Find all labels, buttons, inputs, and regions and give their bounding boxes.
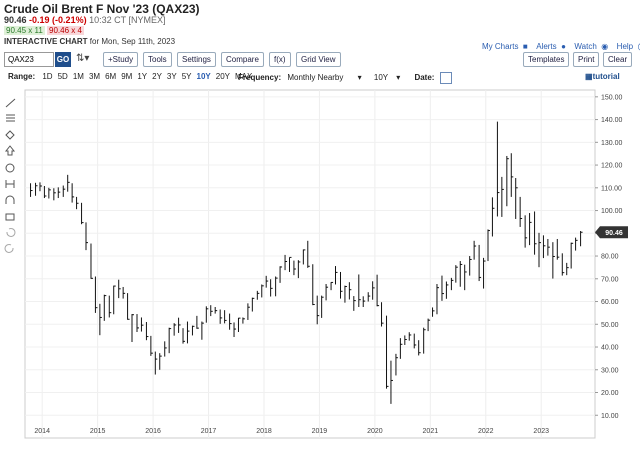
last-price-label: 90.46 <box>605 230 623 237</box>
toolbar-button[interactable]: Compare <box>221 52 264 67</box>
tool-shape[interactable] <box>5 130 15 140</box>
range-option[interactable]: 10Y <box>196 72 211 81</box>
range-option[interactable]: MAX <box>234 72 253 81</box>
plot-area <box>24 89 596 439</box>
tutorial-icon: ▦ <box>585 72 593 81</box>
top-links: My Charts ■ Alerts ● Watch ◉ Help ◯ <box>482 36 640 54</box>
period-select[interactable]: 10Y <box>373 73 388 83</box>
range-option[interactable]: 5Y <box>181 72 192 81</box>
y-tick-label: 130.00 <box>601 140 623 147</box>
x-tick-label: 2017 <box>201 428 217 435</box>
range-option[interactable]: 6M <box>105 72 117 81</box>
toolbar-button[interactable]: +Study <box>103 52 139 67</box>
toolbar-button[interactable]: Tools <box>143 52 172 67</box>
toolbar-button[interactable]: Grid View <box>296 52 341 67</box>
link-icon: ◯ <box>638 42 640 51</box>
toolbar-button[interactable]: Clear <box>603 52 633 67</box>
toolbar-button[interactable]: f(x) <box>269 52 291 67</box>
tool-redo[interactable] <box>4 244 14 253</box>
y-tick-label: 80.00 <box>601 254 619 261</box>
x-tick-label: 2023 <box>533 428 549 435</box>
range-option[interactable]: 20Y <box>215 72 230 81</box>
dropdown-caret: ▾ <box>357 73 362 83</box>
y-tick-label: 60.00 <box>601 299 619 306</box>
tool-magnet[interactable] <box>5 195 15 204</box>
x-tick-label: 2019 <box>312 428 328 435</box>
symbol-input[interactable]: QAX23 <box>4 52 54 67</box>
quote-title: Crude Oil Brent F Nov '23 (QAX23) <box>4 2 200 16</box>
x-tick-label: 2022 <box>478 428 494 435</box>
y-tick-label: 100.00 <box>601 208 623 215</box>
y-tick-label: 70.00 <box>601 276 619 283</box>
frequency: Frequency: Monthly Nearby ▾ 10Y ▾ Date: <box>238 72 452 84</box>
y-tick-label: 110.00 <box>601 185 622 192</box>
frequency-label: Frequency: <box>238 73 282 83</box>
link-icon: ◉ <box>601 42 609 51</box>
chart-date: for Mon, Sep 11th, 2023 <box>89 37 176 46</box>
range-label: Range: <box>8 72 36 81</box>
y-tick-label: 30.00 <box>601 367 619 374</box>
quote-line: 90.46 -0.19 (-0.21%) 10:32 CT [NYMEX] <box>4 15 165 25</box>
compare-icon[interactable]: ⇅▾ <box>76 53 90 64</box>
chart-heading: INTERACTIVE CHART for Mon, Sep 11th, 202… <box>4 37 175 46</box>
y-tick-label: 140.00 <box>601 117 623 124</box>
price-change: -0.19 (-0.21%) <box>29 15 87 25</box>
drawing-tools <box>4 98 16 253</box>
x-tick-label: 2014 <box>34 428 50 435</box>
range-bar: Range: 1D 5D 1M 3M 6M 9M 1Y 2Y 3Y 5Y 10Y 20Y MAX <box>8 72 252 81</box>
x-tick-label: 2018 <box>256 428 272 435</box>
x-tick-label: 2021 <box>423 428 439 435</box>
range-option[interactable]: 3M <box>88 72 101 81</box>
bid-ask: 90.45 x 11 90.46 x 4 <box>4 26 84 35</box>
range-option[interactable]: 9M <box>121 72 133 81</box>
link-icon: ■ <box>522 42 528 51</box>
tool-text[interactable] <box>5 163 15 173</box>
date-picker[interactable] <box>439 72 452 84</box>
toolbar-button[interactable]: Templates <box>523 52 570 67</box>
tool-arrow[interactable] <box>4 145 16 156</box>
link-icon: ● <box>561 42 566 51</box>
range-option[interactable]: 1M <box>72 72 84 81</box>
range-option[interactable]: 2Y <box>152 72 162 81</box>
bid: 90.45 x 11 <box>4 26 45 35</box>
link[interactable]: My Charts <box>482 42 519 51</box>
x-tick-label: 2015 <box>90 428 106 435</box>
quote-time: 10:32 CT [NYMEX] <box>89 15 166 25</box>
tool-line[interactable] <box>5 98 16 108</box>
tool-measure[interactable] <box>5 180 15 188</box>
dropdown-caret: ▾ <box>396 73 401 83</box>
toolbar-button[interactable]: Print <box>573 52 600 67</box>
frequency-select[interactable]: Monthly Nearby <box>287 73 344 83</box>
tutorial-text: tutorial <box>592 72 620 81</box>
y-tick-label: 10.00 <box>601 413 619 420</box>
last-price: 90.46 <box>4 15 27 25</box>
tool-fib[interactable] <box>6 114 15 122</box>
date-label: Date: <box>414 73 435 83</box>
tool-undo[interactable] <box>6 228 16 237</box>
last-price-callout <box>595 226 628 239</box>
x-tick-label: 2016 <box>145 428 161 435</box>
y-tick-label: 150.00 <box>601 94 623 101</box>
y-tick-label: 40.00 <box>601 345 619 352</box>
tutorial[interactable]: ▦tutorial <box>585 72 620 81</box>
range-option[interactable]: 3Y <box>166 72 177 81</box>
ask: 90.46 x 4 <box>47 26 84 35</box>
x-tick-label: 2020 <box>367 428 383 435</box>
toolbar-button[interactable]: Settings <box>177 52 216 67</box>
tool-lock[interactable] <box>5 213 15 221</box>
y-tick-label: 20.00 <box>601 390 619 397</box>
y-tick-label: 120.00 <box>601 163 623 170</box>
go-button[interactable]: GO <box>55 52 71 67</box>
link[interactable]: Alerts <box>536 42 557 51</box>
link[interactable]: Watch <box>574 42 597 51</box>
y-tick-label: 50.00 <box>601 322 619 329</box>
link[interactable]: Help <box>616 42 634 51</box>
range-option[interactable]: 5D <box>57 72 68 81</box>
chart-label: INTERACTIVE CHART <box>4 37 88 46</box>
range-option[interactable]: 1D <box>42 72 53 81</box>
range-option[interactable]: 1Y <box>137 72 148 81</box>
